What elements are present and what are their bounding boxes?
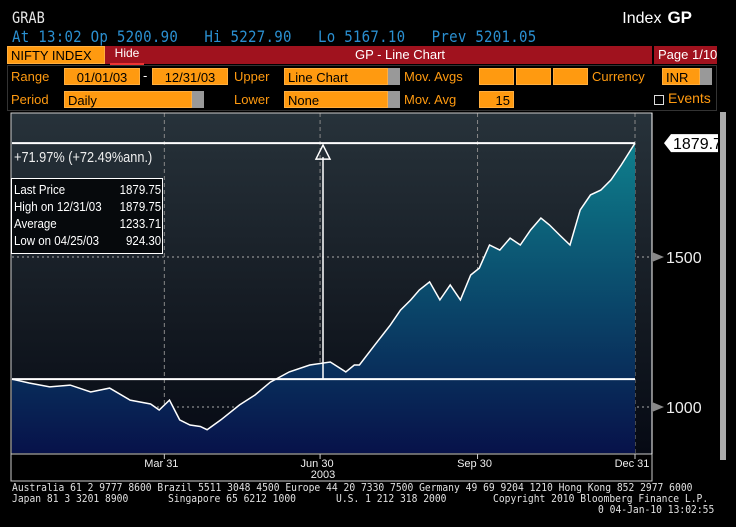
- footer-singapore: Singapore 65 6212 1000: [168, 493, 296, 505]
- lower-dropdown-button[interactable]: [388, 91, 400, 108]
- x-axis: [10, 453, 653, 482]
- y-tick-arrow-icon: [652, 252, 664, 262]
- stats-value: 1879.75: [119, 200, 162, 214]
- period-select[interactable]: Daily: [64, 91, 192, 108]
- toolbar: [7, 46, 717, 64]
- command-line[interactable]: GRAB: [12, 8, 45, 27]
- stats-label: Low on 04/25/03: [14, 234, 100, 248]
- footer-japan: Japan 81 3 3201 8900: [12, 493, 129, 505]
- currency-label: Currency: [592, 69, 645, 84]
- mov-avg-1-input[interactable]: [479, 68, 514, 85]
- quote-line: At 13:02 Op 5200.90 Hi 5227.90 Lo 5167.1…: [12, 27, 537, 46]
- stats-label: Last Price: [14, 183, 66, 197]
- events-label[interactable]: Events: [668, 90, 711, 106]
- upper-label: Upper: [234, 69, 270, 84]
- stats-row: Low on 04/25/03 924.30: [14, 233, 161, 250]
- stats-value: 1233.71: [119, 217, 162, 231]
- currency-select[interactable]: INR: [662, 68, 700, 85]
- x-tick-label: Mar 31: [144, 458, 178, 470]
- stats-value: 924.30: [126, 234, 162, 248]
- currency-dropdown-button[interactable]: [700, 68, 712, 85]
- upper-select[interactable]: Line Chart: [284, 68, 388, 85]
- security-label: Index GP: [622, 8, 692, 28]
- mov-avg-input[interactable]: 15: [479, 91, 514, 108]
- hide-button[interactable]: Hide: [110, 46, 144, 65]
- range-start-input[interactable]: 01/01/03: [64, 68, 140, 85]
- x-tick-label: Dec 31: [615, 458, 650, 470]
- mov-avg-2-input[interactable]: [516, 68, 551, 85]
- y-tick-arrow-icon: [652, 402, 664, 412]
- period-dropdown-button[interactable]: [192, 91, 204, 108]
- events-checkbox[interactable]: [654, 95, 664, 105]
- range-separator: -: [143, 68, 148, 83]
- last-price-marker: [664, 134, 718, 153]
- quote-high: Hi 5227.90: [204, 27, 292, 46]
- mov-avg-3-input[interactable]: [553, 68, 588, 85]
- change-label: +71.97% (+72.49%ann.): [14, 149, 153, 166]
- stats-row: Average 1233.71: [14, 216, 161, 233]
- stats-row: Last Price 1879.75: [14, 182, 161, 199]
- y-tick-label: 1500: [666, 250, 702, 267]
- price-area: [12, 143, 635, 453]
- year-label: 2003: [311, 469, 335, 481]
- mov-avgs-label: Mov. Avgs: [404, 69, 463, 84]
- stats-row: High on 12/31/03 1879.75: [14, 199, 161, 216]
- range-label: Range: [11, 69, 50, 84]
- footer-us: U.S. 1 212 318 2000: [336, 493, 447, 505]
- upper-dropdown-button[interactable]: [388, 68, 400, 85]
- period-label: Period: [11, 92, 49, 107]
- stats-box: Last Price 1879.75 High on 12/31/03 1879.75…: [11, 178, 163, 254]
- y-tick-label: 1000: [666, 400, 702, 417]
- lower-label: Lower: [234, 92, 270, 107]
- change-arrow-icon: [314, 143, 332, 160]
- price-line: [11, 142, 636, 431]
- controls-panel: [7, 65, 717, 111]
- x-tick-label: Sep 30: [457, 458, 492, 470]
- mov-avg-label: Mov. Avg: [404, 92, 457, 107]
- copyright: Copyright 2010 Bloomberg Finance L.P.: [493, 493, 709, 505]
- range-end-input[interactable]: 12/31/03: [152, 68, 228, 85]
- quote-time: At 13:02: [12, 27, 82, 46]
- stats-value: 1879.75: [119, 183, 162, 197]
- quote-low: Lo 5167.10: [317, 27, 406, 46]
- security-type: Index: [622, 10, 662, 27]
- lower-select[interactable]: None: [284, 91, 388, 108]
- footer-contacts: Australia 61 2 9777 8600 Brazil 5511 304…: [12, 482, 693, 494]
- chart-title: GP - Line Chart: [354, 47, 446, 62]
- stats-label: Average: [14, 217, 57, 231]
- quote-open: Op 5200.90: [90, 27, 179, 46]
- x-tick-label: Jun 30: [301, 458, 334, 470]
- timestamp: 0 04-Jan-10 13:02:55: [598, 504, 715, 516]
- page-indicator[interactable]: Page 1/10: [652, 46, 717, 64]
- scrollbar[interactable]: [720, 112, 726, 460]
- function-code: GP: [667, 8, 692, 27]
- last-price-label: 1879.75: [673, 136, 731, 153]
- quote-prev: Prev 5201.05: [431, 27, 537, 46]
- stats-label: High on 12/31/03: [14, 200, 102, 214]
- ticker-field[interactable]: NIFTY INDEX: [7, 46, 105, 64]
